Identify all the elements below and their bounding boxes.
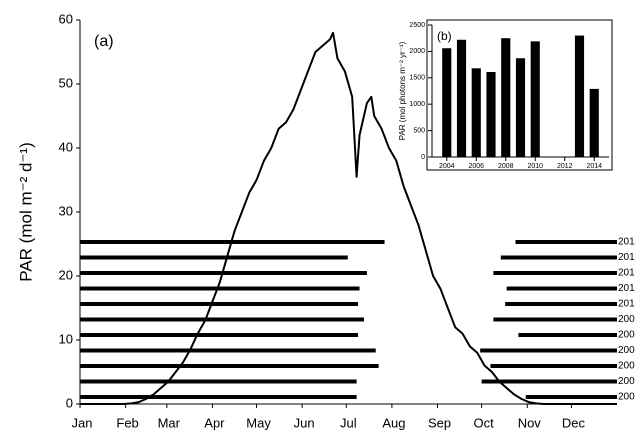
period-label: 200	[618, 376, 635, 387]
period-label: 201	[618, 237, 635, 248]
bar	[530, 41, 540, 158]
x-tick-label: Nov	[518, 415, 542, 430]
bar	[515, 58, 526, 157]
x-tick-label: Dec	[562, 415, 586, 430]
y-tick-label: 10	[59, 331, 73, 346]
period-label: 200	[618, 361, 635, 372]
x-tick-label: May	[246, 415, 271, 430]
bar	[574, 35, 585, 158]
x-tick-label: Apr	[204, 415, 225, 430]
x-tick-label: 2008	[498, 163, 514, 170]
period-label: 201	[618, 283, 635, 294]
y-tick-label: 60	[59, 11, 73, 26]
x-tick-label: 2014	[586, 163, 602, 170]
x-tick-label: Feb	[116, 415, 138, 430]
y-tick-label: 2500	[409, 22, 425, 29]
y-tick-label: 40	[59, 139, 73, 154]
period-label: 200	[618, 314, 635, 325]
bar	[486, 71, 496, 157]
y-tick-label: 2000	[409, 48, 425, 55]
period-label: 201	[618, 268, 635, 279]
x-tick-label: Jan	[72, 415, 93, 430]
bar	[456, 39, 467, 158]
y-tick-label: 20	[59, 267, 73, 282]
period-label: 200	[618, 330, 635, 341]
bar	[471, 68, 481, 157]
y-tick-label: 50	[59, 75, 73, 90]
y-axis-label: PAR (mol m⁻² d⁻¹)	[16, 142, 35, 281]
x-tick-label: 2006	[468, 163, 484, 170]
x-tick-label: Jun	[294, 415, 315, 430]
bar	[589, 88, 599, 157]
y-tick-label: 1000	[409, 101, 425, 108]
data-line	[80, 31, 617, 405]
y-tick-label: 500	[413, 127, 425, 134]
period-label: 200	[618, 392, 635, 403]
bar	[501, 38, 511, 158]
y-tick-label: 0	[66, 395, 73, 410]
bar	[442, 48, 452, 158]
panel-label: (b)	[437, 29, 452, 43]
x-tick-label: Sep	[428, 415, 451, 430]
period-label: 201	[618, 299, 635, 310]
x-tick-label: 2012	[557, 163, 573, 170]
x-tick-label: Jul	[340, 415, 357, 430]
period-label: 201	[618, 252, 635, 263]
y-axis-label: PAR (mol photons m⁻² yr⁻¹)	[398, 41, 407, 140]
panel-label: (a)	[94, 33, 114, 50]
x-tick-label: Aug	[382, 415, 405, 430]
x-tick-label: Mar	[158, 415, 181, 430]
x-tick-label: 2010	[527, 163, 543, 170]
y-tick-label: 30	[59, 203, 73, 218]
y-tick-label: 1500	[409, 75, 425, 82]
y-tick-label: 0	[421, 154, 425, 161]
x-tick-label: 2004	[439, 163, 455, 170]
period-label: 200	[618, 345, 635, 356]
x-tick-label: Oct	[474, 415, 495, 430]
